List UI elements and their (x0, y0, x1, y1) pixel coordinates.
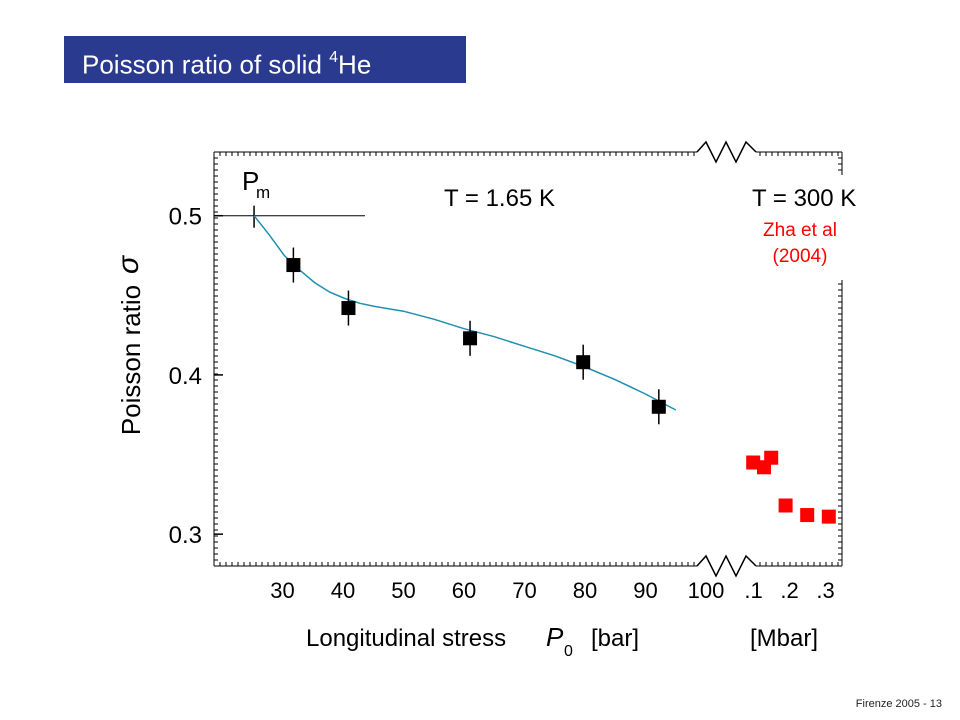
data-point-reference (821, 509, 836, 524)
title-end-text: He (338, 49, 372, 80)
data-point (341, 301, 356, 316)
data-point-reference (764, 450, 779, 465)
x-tick-label: 90 (633, 578, 657, 603)
x-tick-label-mbar: .3 (816, 578, 834, 603)
title-superscript: 4 (329, 49, 339, 66)
temperature-low-label: T = 1.65 K (444, 185, 555, 212)
y-tick-label: 0.4 (169, 363, 202, 390)
x-tick-label: 40 (331, 578, 355, 603)
x-axis-label: Longitudinal stress (306, 625, 506, 652)
x-tick-label: 100 (688, 578, 725, 603)
x-tick-label: 30 (270, 578, 294, 603)
data-point (651, 399, 666, 414)
x-tick-label: 80 (573, 578, 597, 603)
x-tick-label: 70 (512, 578, 536, 603)
x-unit-mbar: [Mbar] (750, 625, 818, 652)
temperature-high-label: T = 300 K (752, 185, 856, 212)
x-tick-label-mbar: .1 (744, 578, 762, 603)
y-axis-symbol: σ (112, 254, 145, 274)
fit-curve (253, 215, 677, 411)
data-point-reference (746, 455, 761, 470)
reference-label-2: (2004) (773, 246, 828, 267)
data-point (286, 258, 301, 273)
melting-label-sub: m (256, 183, 270, 202)
axis-break-top-icon (696, 140, 757, 164)
reference-label-1: Zha et al (763, 220, 837, 241)
x-axis-symbol: P (546, 622, 564, 652)
data-point (463, 331, 478, 346)
y-tick-label: 0.3 (169, 522, 202, 549)
x-unit-bar: [bar] (591, 625, 639, 652)
slide-title: Poisson ratio of solid 4He (64, 36, 466, 83)
x-tick-label: 60 (452, 578, 476, 603)
x-tick-label: 50 (391, 578, 415, 603)
x-tick-label-mbar: .2 (780, 578, 798, 603)
slide-footer: Firenze 2005 - 13 (855, 698, 942, 710)
data-point (576, 355, 591, 370)
x-axis-symbol-sub: 0 (564, 643, 573, 660)
axis-break-bottom-icon (696, 554, 757, 578)
y-tick-label: 0.5 (169, 204, 202, 231)
y-axis-label: Poisson ratio (116, 285, 146, 435)
melting-label: P (242, 166, 259, 196)
data-point-reference (778, 498, 793, 513)
title-main-text: Poisson ratio of solid (82, 49, 330, 80)
data-point-reference (800, 508, 815, 523)
